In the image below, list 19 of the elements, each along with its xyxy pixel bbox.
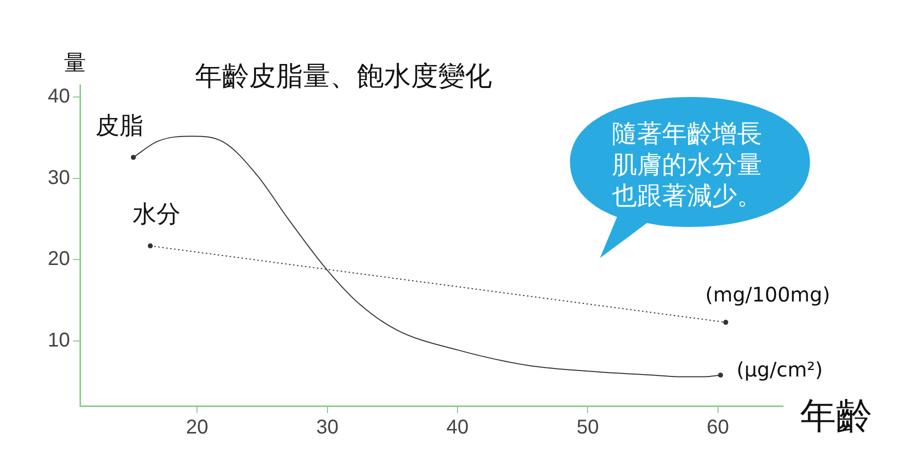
point — [148, 243, 153, 248]
x-tick-label: 60 — [706, 416, 730, 439]
y-tick-label: 20 — [48, 248, 70, 270]
annotation: (mg/100mg) — [705, 282, 830, 306]
series-label: 水分 — [132, 200, 180, 228]
x-axis-title: 年齡 — [800, 395, 872, 439]
annotation: 隨著年齡增長肌膚的水分量也跟著減少。 — [612, 118, 763, 211]
x-tick-label: 50 — [576, 416, 599, 439]
series-label: 皮脂 — [95, 112, 144, 140]
x-tick-label: 20 — [186, 416, 208, 439]
y-tick-label: 10 — [48, 330, 70, 352]
chart-title: 年齡皮脂量、飽水度變化 — [195, 60, 492, 94]
x-tick-label: 40 — [446, 416, 469, 439]
y-tick-label: 30 — [48, 166, 70, 189]
y-tick-label: 40 — [48, 86, 70, 108]
annotation: (μg/cm²) — [736, 357, 823, 382]
point — [723, 320, 728, 325]
x-tick-label: 30 — [316, 416, 338, 439]
y-axis-title: 量 — [64, 50, 86, 78]
